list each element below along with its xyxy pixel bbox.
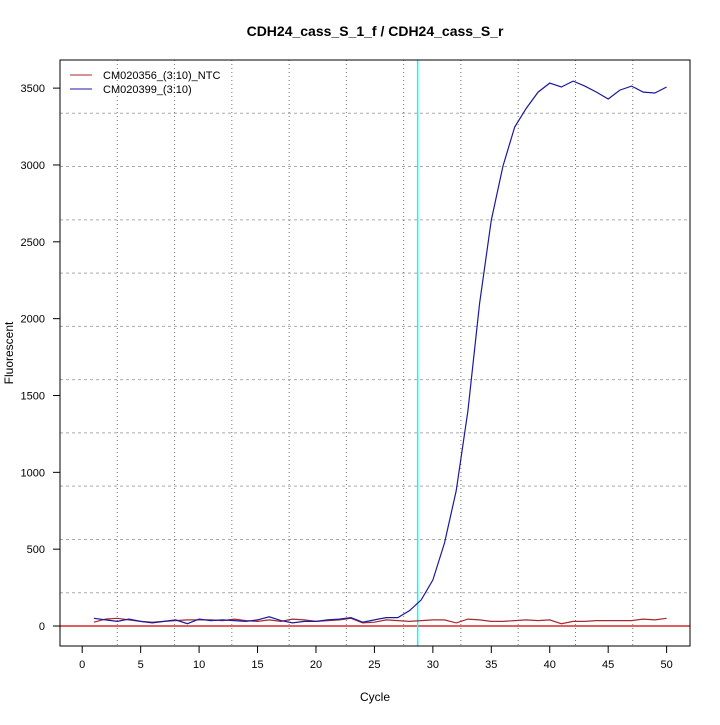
series-line-2 xyxy=(93,80,667,625)
x-tick-label: 0 xyxy=(79,659,85,671)
plot-frame xyxy=(59,59,691,647)
y-tick-label: 2000 xyxy=(21,314,45,326)
y-tick-label: 1000 xyxy=(21,467,45,479)
grid xyxy=(60,60,690,646)
x-tick-label: 20 xyxy=(310,659,322,671)
y-tick-label: 2500 xyxy=(21,237,45,249)
axes: 0 5 10 15 20 25 30 35 40 45 5005001000150020002500… xyxy=(21,83,673,671)
legend-label: CM020399_(3:10) xyxy=(103,84,192,96)
legend: CM020356_(3:10)_NTC CM020399_(3:10) xyxy=(70,70,220,96)
x-tick-label: 5 xyxy=(138,659,144,671)
y-tick-label: 3500 xyxy=(21,83,45,95)
x-tick-label: 30 xyxy=(427,659,439,671)
series-line-1 xyxy=(93,617,667,625)
y-tick-label: 0 xyxy=(39,621,45,633)
series-lines xyxy=(60,60,690,646)
x-tick-label: 50 xyxy=(660,659,672,671)
y-tick-label: 1500 xyxy=(21,390,45,402)
x-tick-label: 10 xyxy=(193,659,205,671)
x-axis-label: Cycle xyxy=(360,690,390,704)
y-tick-label: 3000 xyxy=(21,160,45,172)
legend-label: CM020356_(3:10)_NTC xyxy=(103,70,220,82)
x-tick-label: 40 xyxy=(544,659,556,671)
y-axis-label: Fluorescent xyxy=(2,321,16,384)
x-tick-label: 35 xyxy=(485,659,497,671)
x-tick-label: 45 xyxy=(602,659,614,671)
chart-title: CDH24_cass_S_1_f / CDH24_cass_S_r xyxy=(247,23,504,39)
y-tick-label: 500 xyxy=(27,544,45,556)
x-tick-label: 25 xyxy=(368,659,380,671)
x-tick-label: 15 xyxy=(251,659,263,671)
